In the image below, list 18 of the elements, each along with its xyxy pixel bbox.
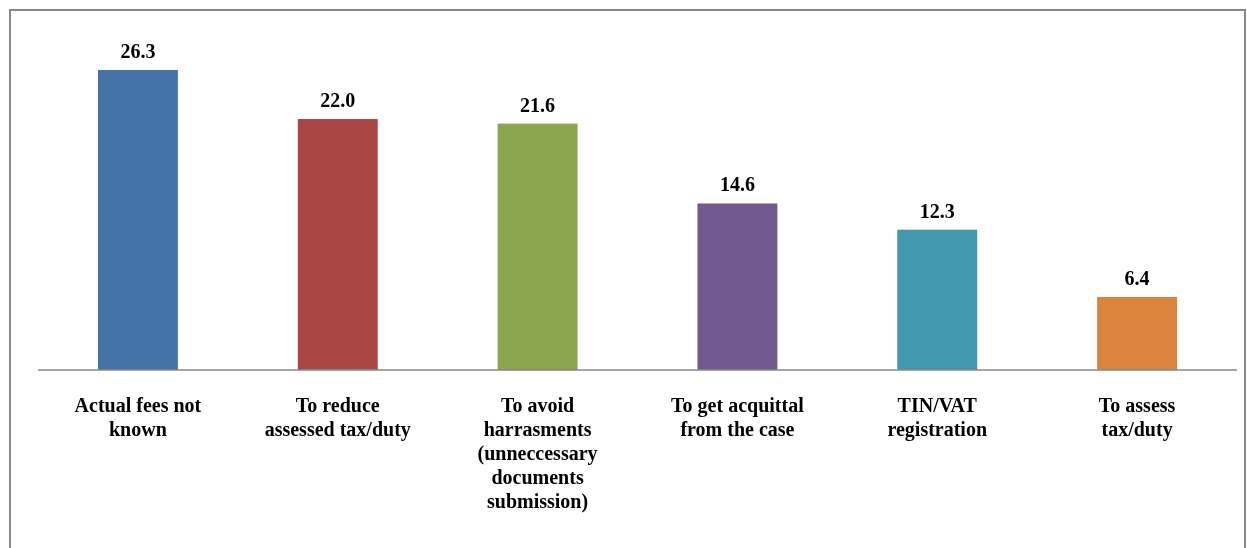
x-tick-label: To avoid harrasments (unneccessary documents submission)	[477, 394, 598, 513]
data-label: 14.6	[719, 173, 755, 196]
bar	[97, 70, 178, 370]
x-tick-label: To assess tax/duty	[1098, 394, 1176, 441]
data-label: 22.0	[320, 89, 356, 112]
data-label: 26.3	[120, 40, 156, 62]
data-label: 21.6	[520, 93, 556, 116]
data-label: 12.3	[919, 199, 955, 222]
bar	[297, 119, 378, 370]
data-label: 6.4	[1124, 267, 1150, 289]
bar	[697, 203, 778, 370]
bar	[1097, 297, 1178, 370]
x-tick-label: To get acquittal from the case	[671, 394, 805, 440]
bar	[897, 229, 978, 370]
bar	[497, 123, 578, 370]
x-tick-label: TIN/VAT registration	[887, 394, 988, 441]
x-tick-label: To reduce assessed tax/duty	[264, 394, 411, 441]
x-tick-label: Actual fees not known	[74, 394, 202, 440]
